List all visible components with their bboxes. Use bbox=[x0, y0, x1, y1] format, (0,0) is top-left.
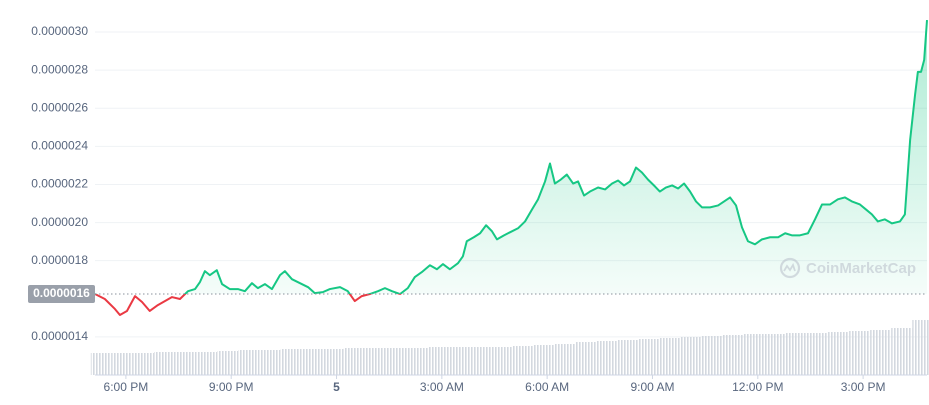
price-line-up bbox=[95, 19, 928, 295]
x-tick-label: 3:00 AM bbox=[420, 380, 464, 394]
volume-bar bbox=[217, 351, 239, 375]
y-tick-label: 0.0000022 bbox=[31, 177, 88, 191]
watermark-text: CoinMarketCap bbox=[806, 260, 916, 277]
volume-bar bbox=[764, 334, 786, 375]
volume-bar bbox=[301, 349, 323, 375]
x-tick-label: 5 bbox=[333, 380, 340, 394]
volume-bar bbox=[427, 347, 449, 375]
volume-bar bbox=[280, 349, 302, 375]
volume-bar bbox=[806, 333, 828, 375]
volume-bar bbox=[722, 335, 744, 375]
reference-label: 0.0000016 bbox=[33, 286, 90, 300]
volume-bar bbox=[90, 353, 112, 375]
volume-bar bbox=[238, 350, 260, 375]
watermark: CoinMarketCap bbox=[779, 257, 916, 279]
volume-bar bbox=[512, 346, 534, 375]
y-tick-label: 0.0000024 bbox=[31, 139, 88, 153]
area-fill bbox=[95, 20, 927, 295]
volume-bar bbox=[701, 336, 723, 375]
watermark-logo bbox=[779, 257, 801, 279]
volume-bar bbox=[533, 345, 555, 375]
volume-bar bbox=[849, 331, 871, 375]
y-tick-label: 0.0000030 bbox=[31, 24, 88, 38]
volume-bar bbox=[680, 337, 702, 375]
volume-bar bbox=[491, 347, 513, 375]
volume-bar bbox=[364, 348, 386, 375]
y-tick-label: 0.0000014 bbox=[31, 329, 88, 343]
volume-bar bbox=[154, 352, 176, 375]
x-tick-label: 6:00 PM bbox=[104, 380, 149, 394]
volume-bar bbox=[870, 330, 892, 375]
reference-box bbox=[28, 285, 95, 304]
volume-bar bbox=[617, 340, 639, 375]
volume-bar bbox=[111, 353, 133, 375]
x-tick-label: 9:00 AM bbox=[630, 380, 674, 394]
volume-bar bbox=[406, 348, 428, 375]
volume-bar bbox=[743, 334, 765, 375]
volume-bar bbox=[343, 348, 365, 375]
volume-bar bbox=[891, 328, 913, 375]
volume-bar bbox=[638, 339, 660, 375]
x-tick-label: 9:00 PM bbox=[209, 380, 254, 394]
x-tick-label: 3:00 PM bbox=[841, 380, 886, 394]
y-tick-label: 0.0000018 bbox=[31, 253, 88, 267]
watermark-logo-wave bbox=[783, 262, 796, 272]
y-tick-label: 0.0000028 bbox=[31, 62, 88, 76]
volume-bar bbox=[175, 352, 197, 375]
volume-bar bbox=[554, 344, 576, 375]
volume-bar bbox=[196, 352, 218, 375]
volume-bar bbox=[469, 347, 491, 375]
y-tick-label: 0.0000020 bbox=[31, 215, 88, 229]
volume-bar bbox=[448, 347, 470, 375]
volume-bar bbox=[385, 348, 407, 375]
volume-bar bbox=[596, 341, 618, 375]
y-tick-label: 0.0000026 bbox=[31, 100, 88, 114]
volume-bar bbox=[132, 353, 154, 375]
volume-bar bbox=[785, 333, 807, 375]
volume-bar bbox=[322, 349, 344, 375]
volume-bar bbox=[575, 342, 597, 375]
volume-bar bbox=[259, 350, 281, 375]
x-tick-label: 12:00 PM bbox=[732, 380, 783, 394]
volume-bar bbox=[659, 338, 681, 375]
volume-bar bbox=[828, 332, 850, 375]
x-tick-label: 6:00 AM bbox=[525, 380, 569, 394]
volume-bar bbox=[912, 320, 929, 375]
